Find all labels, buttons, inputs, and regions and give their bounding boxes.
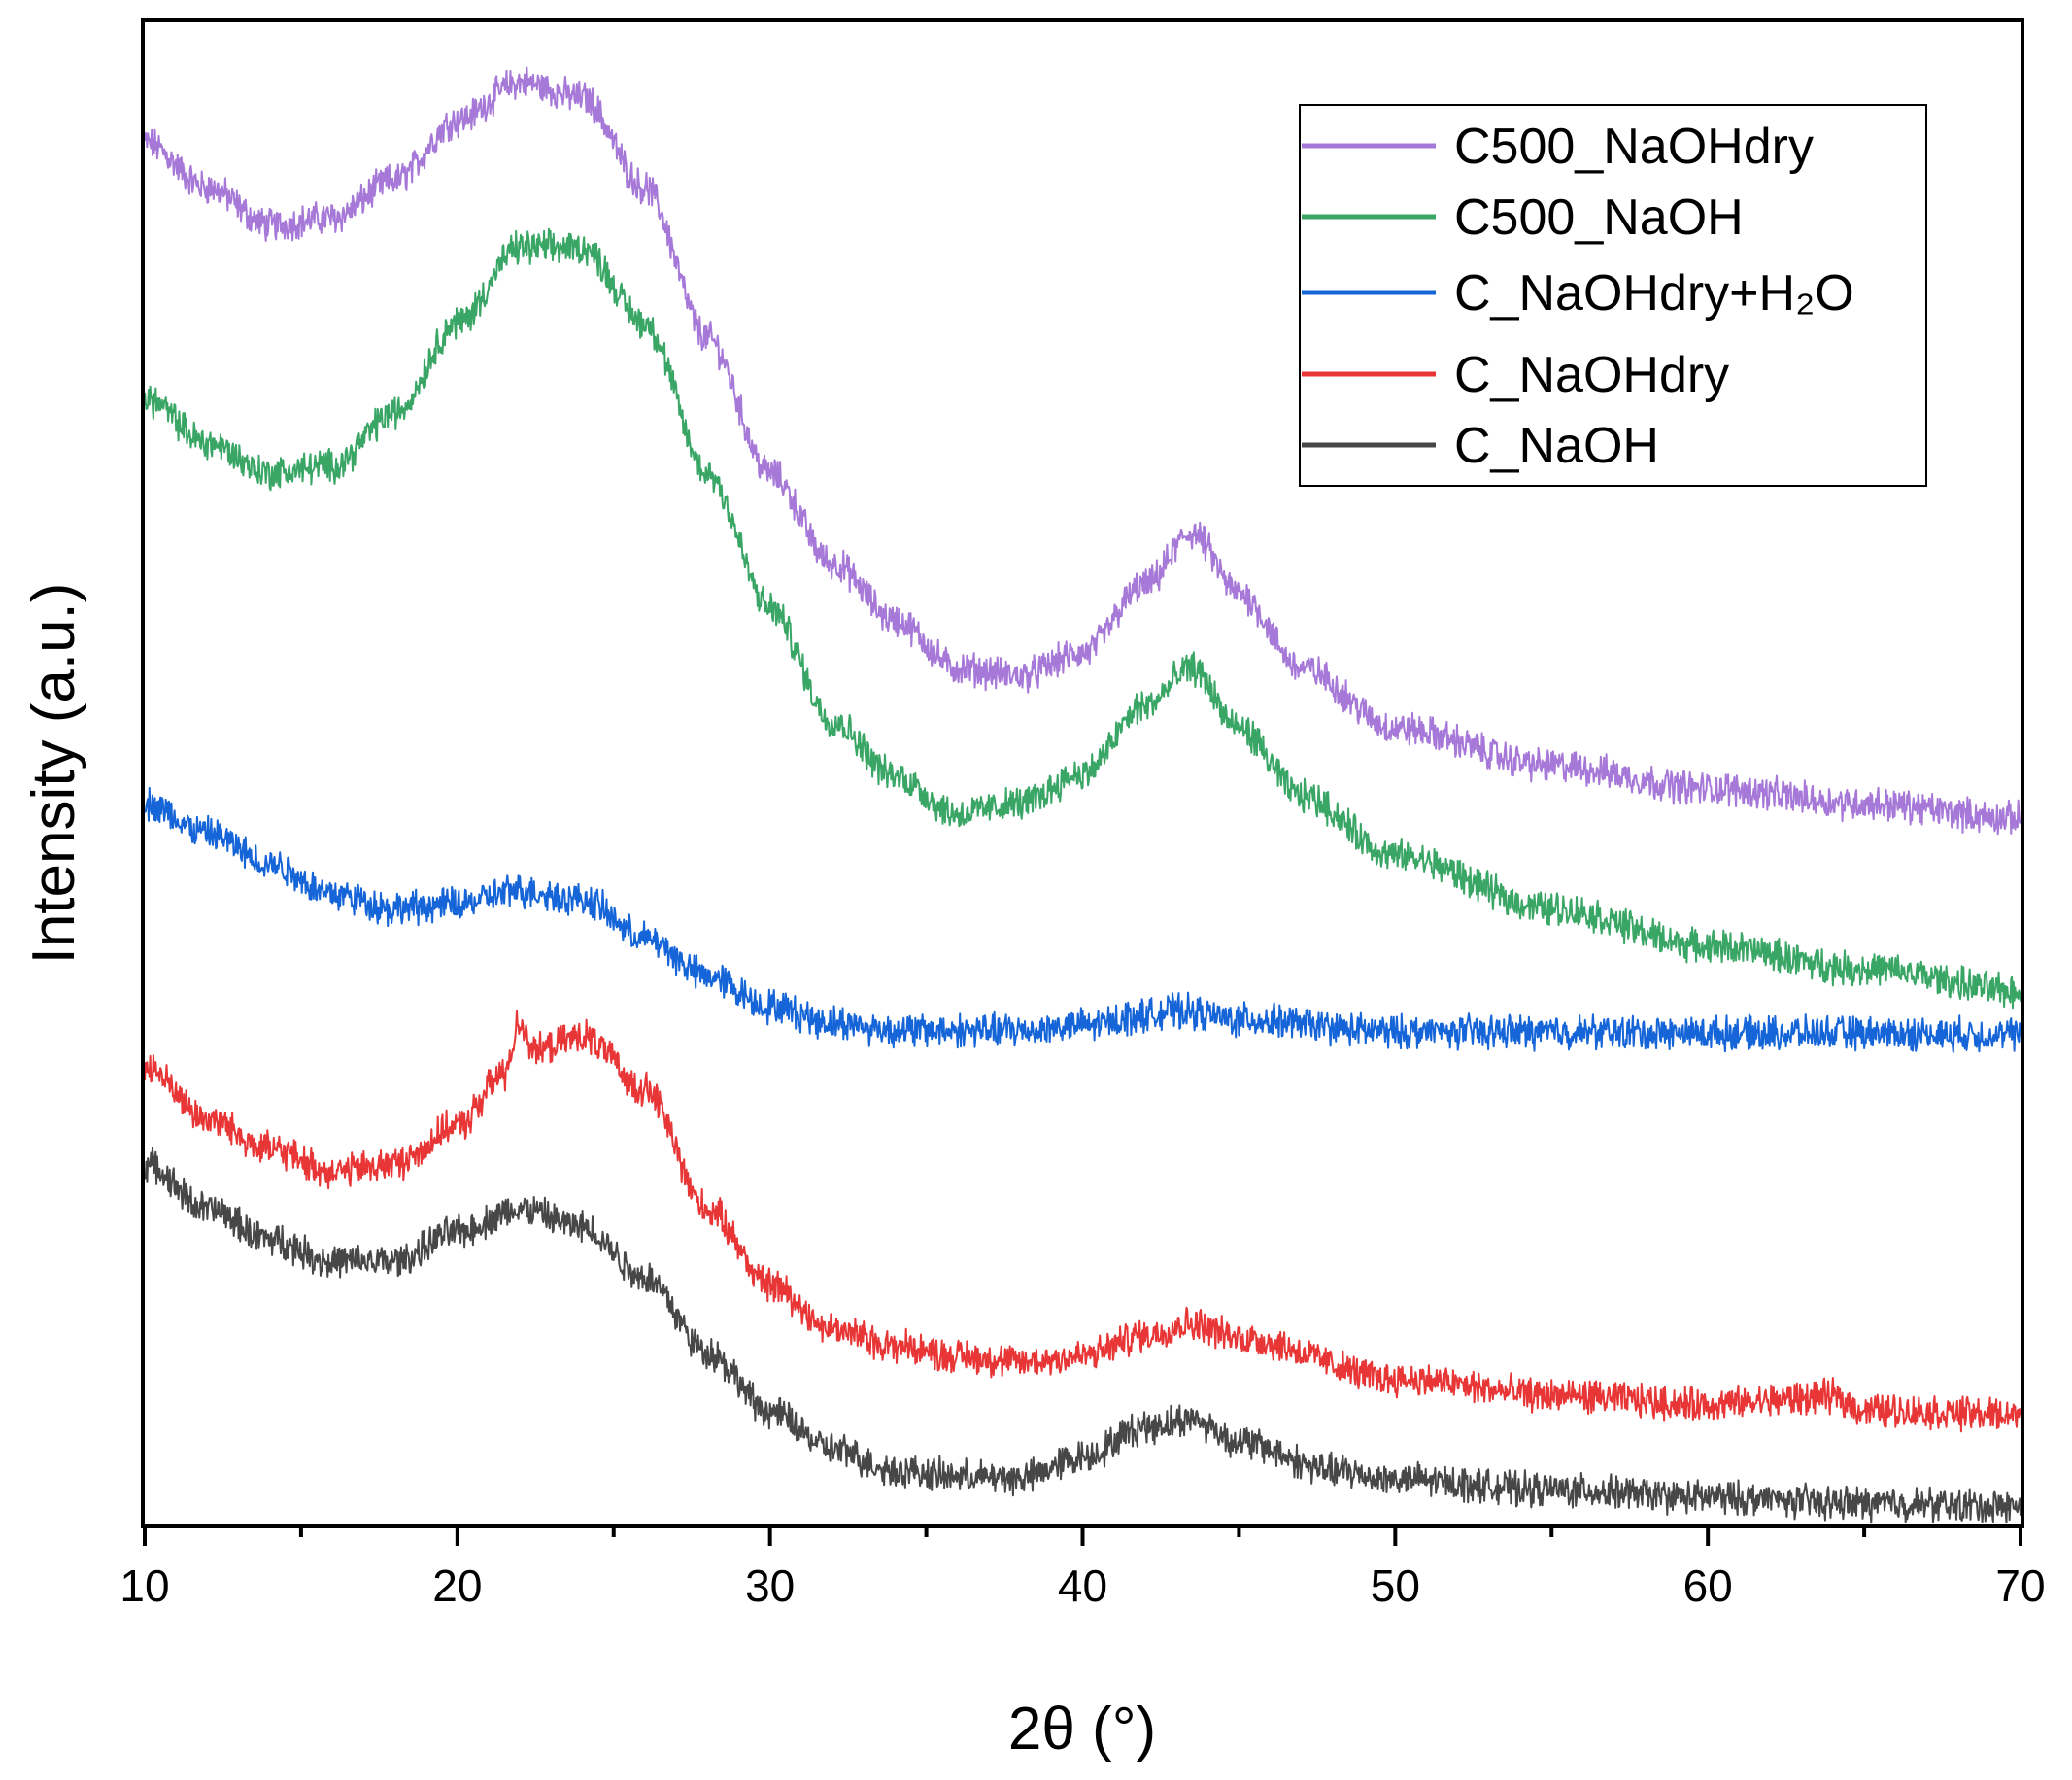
series-line-1: [144, 227, 2021, 1010]
x-tick-label: 50: [1371, 1560, 1420, 1611]
series-line-2: [144, 786, 2021, 1053]
legend-label: C500_NaOHdry: [1454, 119, 1814, 175]
x-tick-label: 70: [1995, 1560, 2045, 1611]
legend-label: C_NaOHdry: [1454, 347, 1729, 403]
x-axis: 10 20 30 40 50 60 70: [119, 1526, 2046, 1611]
legend-box: [1299, 104, 1927, 487]
series-layer: [144, 66, 2021, 1524]
x-tick-label: 60: [1683, 1560, 1733, 1611]
x-tick-label: 20: [432, 1560, 482, 1611]
series-line-3: [144, 1010, 2021, 1433]
x-tick-label: 30: [745, 1560, 795, 1611]
series-line-0: [144, 66, 2021, 836]
legend: C500_NaOHdry C500_NaOH C_NaOHdry+H₂O C_NaOH…: [1299, 104, 1927, 487]
legend-label: C_NaOH: [1454, 418, 1659, 474]
series-line-4: [144, 1147, 2021, 1524]
legend-label: C_NaOHdry+H₂O: [1454, 265, 1854, 322]
x-axis-label: 2θ (°): [1008, 1695, 1156, 1763]
x-tick-label: 40: [1058, 1560, 1107, 1611]
x-tick-label: 10: [119, 1560, 169, 1611]
legend-label: C500_NaOH: [1454, 189, 1744, 246]
y-axis-label: Intensity (a.u.): [20, 583, 87, 965]
